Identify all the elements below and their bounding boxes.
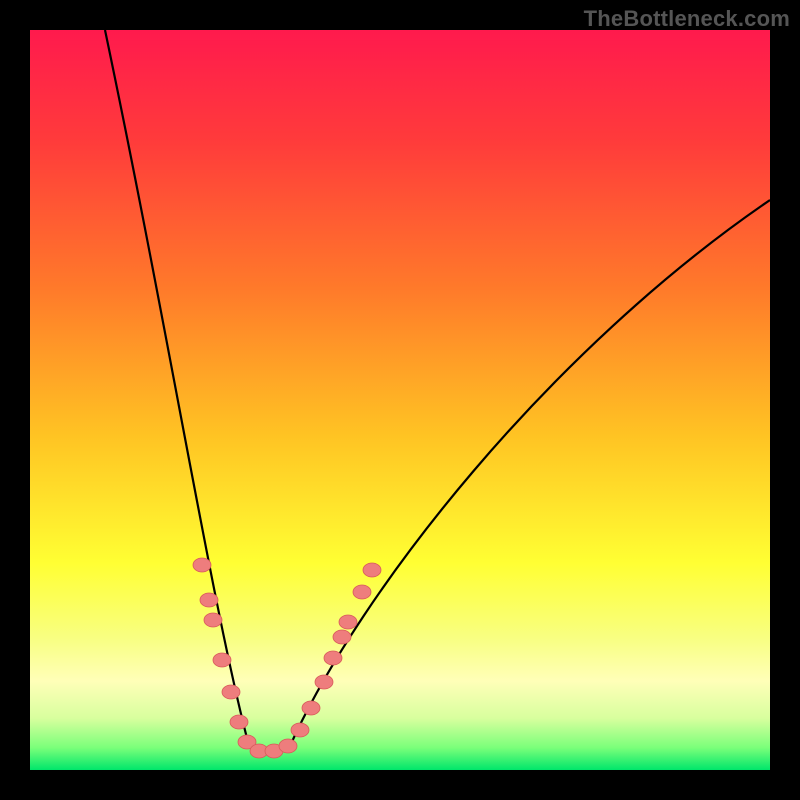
- data-marker: [200, 593, 218, 607]
- data-marker: [213, 653, 231, 667]
- plot-area: [30, 30, 770, 770]
- data-marker: [302, 701, 320, 715]
- data-marker: [333, 630, 351, 644]
- data-marker: [339, 615, 357, 629]
- data-marker: [315, 675, 333, 689]
- data-marker: [279, 739, 297, 753]
- data-marker: [222, 685, 240, 699]
- data-marker: [291, 723, 309, 737]
- gradient-background: [30, 30, 770, 770]
- data-marker: [193, 558, 211, 572]
- data-marker: [230, 715, 248, 729]
- data-marker: [204, 613, 222, 627]
- chart-container: TheBottleneck.com: [0, 0, 800, 800]
- data-marker: [363, 563, 381, 577]
- data-marker: [324, 651, 342, 665]
- data-marker: [353, 585, 371, 599]
- watermark-text: TheBottleneck.com: [584, 6, 790, 32]
- chart-svg: [30, 30, 770, 770]
